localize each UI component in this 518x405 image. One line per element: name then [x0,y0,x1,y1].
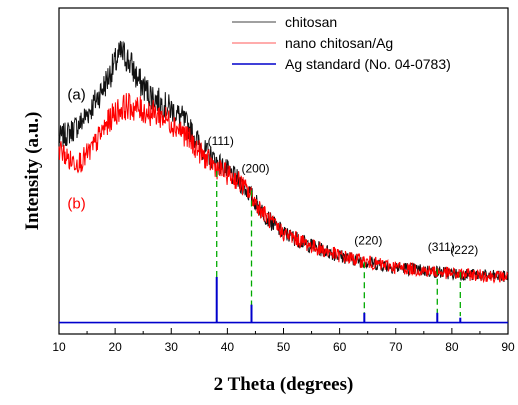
series-annotation-0: (a) [67,86,85,103]
series-line-1 [58,93,508,284]
peak-label-4: (222) [450,243,478,257]
x-axis-title: 2 Theta (degrees) [214,374,354,395]
peak-label-1: (200) [242,162,270,176]
x-tick-label-3: 40 [221,340,235,354]
y-axis-title: Intensity (a.u.) [22,112,43,231]
series-annotation-1: (b) [67,195,85,212]
x-tick-label-6: 70 [389,340,403,354]
peak-label-0: (111) [208,134,234,148]
x-tick-label-4: 50 [277,340,291,354]
x-tick-label-8: 90 [501,340,515,354]
peak-label-2: (220) [354,233,382,247]
x-tick-label-0: 10 [52,340,66,354]
peak-label-3: (311) [428,240,455,254]
x-tick-label-1: 20 [108,340,122,354]
x-tick-label-7: 80 [445,340,459,354]
legend-label-1: nano chitosan/Ag [285,35,393,51]
x-tick-label-2: 30 [165,340,179,354]
x-tick-label-5: 60 [333,340,347,354]
legend-label-2: Ag standard (No. 04-0783) [285,56,451,72]
legend-label-0: chitosan [285,14,337,30]
